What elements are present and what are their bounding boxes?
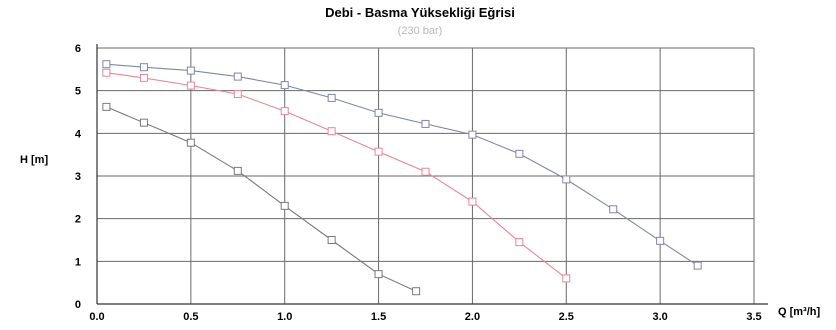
series-high-point xyxy=(233,72,242,81)
series-high-point xyxy=(102,60,111,69)
series-high-point xyxy=(186,66,195,75)
y-axis-label: H [m] xyxy=(20,154,48,166)
series-mid-point xyxy=(421,167,430,176)
series-low-point xyxy=(102,102,111,111)
series-low-point xyxy=(412,287,421,296)
x-tick-label: 2.5 xyxy=(559,311,574,323)
chart-subtitle: (230 bar) xyxy=(398,25,443,37)
series-mid-point xyxy=(327,127,336,136)
series-low-point xyxy=(186,138,195,147)
y-tick-label: 3 xyxy=(75,171,81,183)
x-tick-label: 2.0 xyxy=(465,311,480,323)
series-mid-point xyxy=(186,81,195,90)
x-tick-label: 0.0 xyxy=(89,311,104,323)
y-tick-label: 6 xyxy=(75,43,81,55)
series-high-point xyxy=(280,81,289,90)
plot-area xyxy=(102,60,702,296)
series-high-point xyxy=(609,205,618,214)
y-tick-label: 4 xyxy=(75,128,82,140)
series-high-point xyxy=(656,236,665,245)
series-high-point xyxy=(421,119,430,128)
series-mid-point xyxy=(233,90,242,99)
series-high-point xyxy=(562,175,571,184)
y-tick-label: 0 xyxy=(75,299,81,311)
series-mid-point xyxy=(562,274,571,283)
y-tick-label: 1 xyxy=(75,256,81,268)
series-low-group xyxy=(102,102,421,296)
tick-labels: 0.0 0.5 1.0 1.5 2.0 2.5 3.0 3.5 0 1 2 3 4 5 6 xyxy=(75,43,762,323)
y-tick-label: 2 xyxy=(75,214,81,226)
series-mid-point xyxy=(515,238,524,247)
y-tick-label: 5 xyxy=(75,86,81,98)
series-high-point xyxy=(374,108,383,117)
series-low-point xyxy=(233,166,242,175)
x-tick-label: 1.0 xyxy=(277,311,292,323)
series-mid-point xyxy=(280,107,289,116)
series-high-point xyxy=(693,261,702,270)
series-low-point xyxy=(374,270,383,279)
series-mid-point xyxy=(139,73,148,82)
series-mid-point xyxy=(468,197,477,206)
series-mid-point xyxy=(102,68,111,77)
x-axis-label: Q [m³/h] xyxy=(778,306,820,318)
series-high-point xyxy=(327,93,336,102)
series-low-point xyxy=(327,236,336,244)
x-tick-label: 3.0 xyxy=(652,311,667,323)
series-low-point xyxy=(280,201,289,210)
series-high-point xyxy=(139,63,148,72)
series-mid-point xyxy=(374,147,383,156)
x-tick-label: 0.5 xyxy=(183,311,198,323)
series-high-group xyxy=(102,60,702,270)
chart-axes xyxy=(96,44,768,305)
series-high-point xyxy=(468,130,477,139)
series-low-line xyxy=(106,106,417,292)
series-low-point xyxy=(139,118,148,127)
series-mid-group xyxy=(102,68,571,283)
series-high-line xyxy=(106,63,699,267)
x-tick-label: 3.5 xyxy=(746,311,761,323)
series-high-point xyxy=(515,149,524,158)
chart-title: Debi - Basma Yüksekliği Eğrisi xyxy=(325,5,515,20)
x-tick-label: 1.5 xyxy=(371,311,386,323)
